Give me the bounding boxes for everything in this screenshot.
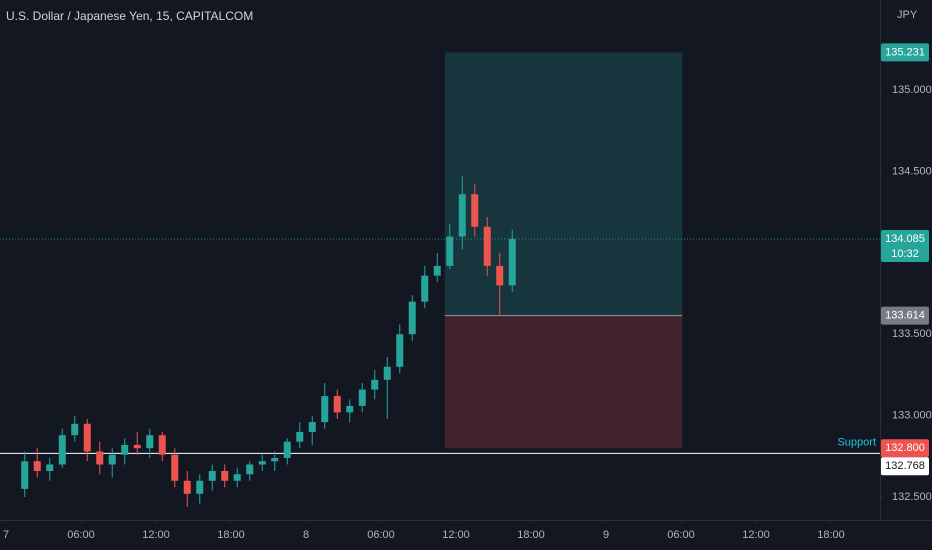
candle-body [358, 389, 366, 406]
stop-price-label: 132.800 [885, 442, 925, 454]
candle-body [246, 464, 254, 475]
chart-title: U.S. Dollar / Japanese Yen, 15, CAPITALC… [6, 9, 253, 23]
candle-body [33, 461, 41, 471]
candle-body [271, 457, 279, 462]
x-tick-label: 9 [603, 529, 609, 541]
x-tick-label: 06:00 [67, 529, 95, 541]
candle-body [396, 334, 404, 367]
loss-zone [444, 315, 683, 449]
candle-body [483, 226, 491, 266]
candle-body [21, 461, 29, 489]
x-tick-label: 12:00 [142, 529, 170, 541]
stop-price-label-bg [881, 439, 929, 458]
target-price-label-bg [881, 43, 929, 62]
entry-price-label-bg [881, 306, 929, 325]
candle-body [46, 464, 54, 471]
x-tick-label: 12:00 [742, 529, 770, 541]
candle-body [71, 423, 79, 436]
candle-body [146, 435, 154, 449]
entry-price-label: 133.614 [885, 310, 925, 322]
candle-body [471, 194, 479, 227]
candle-body [283, 441, 291, 458]
x-tick-label: 18:00 [517, 529, 545, 541]
target-price-label: 135.231 [885, 46, 925, 58]
candle-body [183, 480, 191, 494]
candle-body [333, 396, 341, 413]
candle-body [83, 423, 91, 452]
x-tick-label: 06:00 [667, 529, 695, 541]
support-label: Support [837, 436, 876, 448]
last-price-label: 134.085 [885, 233, 925, 245]
y-tick-label: 134.500 [892, 165, 932, 177]
candle-body [208, 470, 216, 481]
support-price-label-bg [881, 457, 929, 476]
candle-body [508, 238, 516, 286]
candle-body [308, 422, 316, 432]
candle-body [108, 454, 116, 465]
x-tick-label: 06:00 [367, 529, 395, 541]
candle-body [458, 194, 466, 237]
candle-body [346, 405, 354, 413]
x-tick-label: 12:00 [442, 529, 470, 541]
y-tick-label: 135.000 [892, 84, 932, 96]
candle-body [433, 265, 441, 276]
candle-body [296, 431, 304, 442]
candle-body [233, 474, 241, 481]
candle-body [96, 451, 104, 465]
x-tick-label: 8 [303, 529, 309, 541]
candle-body [158, 435, 166, 455]
countdown-label: 10:32 [891, 248, 919, 260]
candle-body [196, 480, 204, 494]
candle-body [133, 444, 141, 449]
last-price-bg [881, 229, 929, 262]
support-price-label: 132.768 [885, 460, 925, 472]
candle-body [446, 236, 454, 266]
candle-body [371, 379, 379, 390]
candle-body [321, 396, 329, 423]
candle-body [171, 454, 179, 481]
x-tick-label: 18:00 [817, 529, 845, 541]
x-tick-label: 7 [3, 529, 9, 541]
y-tick-label: 133.000 [892, 410, 932, 422]
currency-label: JPY [897, 9, 918, 21]
profit-zone [444, 52, 683, 316]
candle-body [421, 275, 429, 302]
candle-body [221, 470, 229, 481]
candle-body [408, 301, 416, 335]
y-tick-label: 133.500 [892, 328, 932, 340]
candle-body [496, 265, 504, 286]
candle-body [383, 366, 391, 380]
x-tick-label: 18:00 [217, 529, 245, 541]
candle-body [258, 461, 266, 465]
candle-body [58, 435, 66, 465]
candle-body [121, 444, 129, 455]
y-tick-label: 132.500 [892, 491, 932, 503]
